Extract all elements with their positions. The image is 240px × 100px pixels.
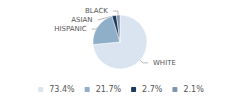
svg-text:WHITE: WHITE [153, 59, 176, 67]
svg-text:HISPANIC: HISPANIC [54, 25, 87, 33]
svg-text:2.1%: 2.1% [183, 85, 204, 94]
svg-text:BLACK: BLACK [85, 7, 108, 15]
svg-text:ASIAN: ASIAN [71, 16, 92, 24]
svg-text:2.7%: 2.7% [142, 85, 163, 94]
svg-text:73.4%: 73.4% [49, 85, 75, 94]
svg-text:21.7%: 21.7% [96, 85, 122, 94]
